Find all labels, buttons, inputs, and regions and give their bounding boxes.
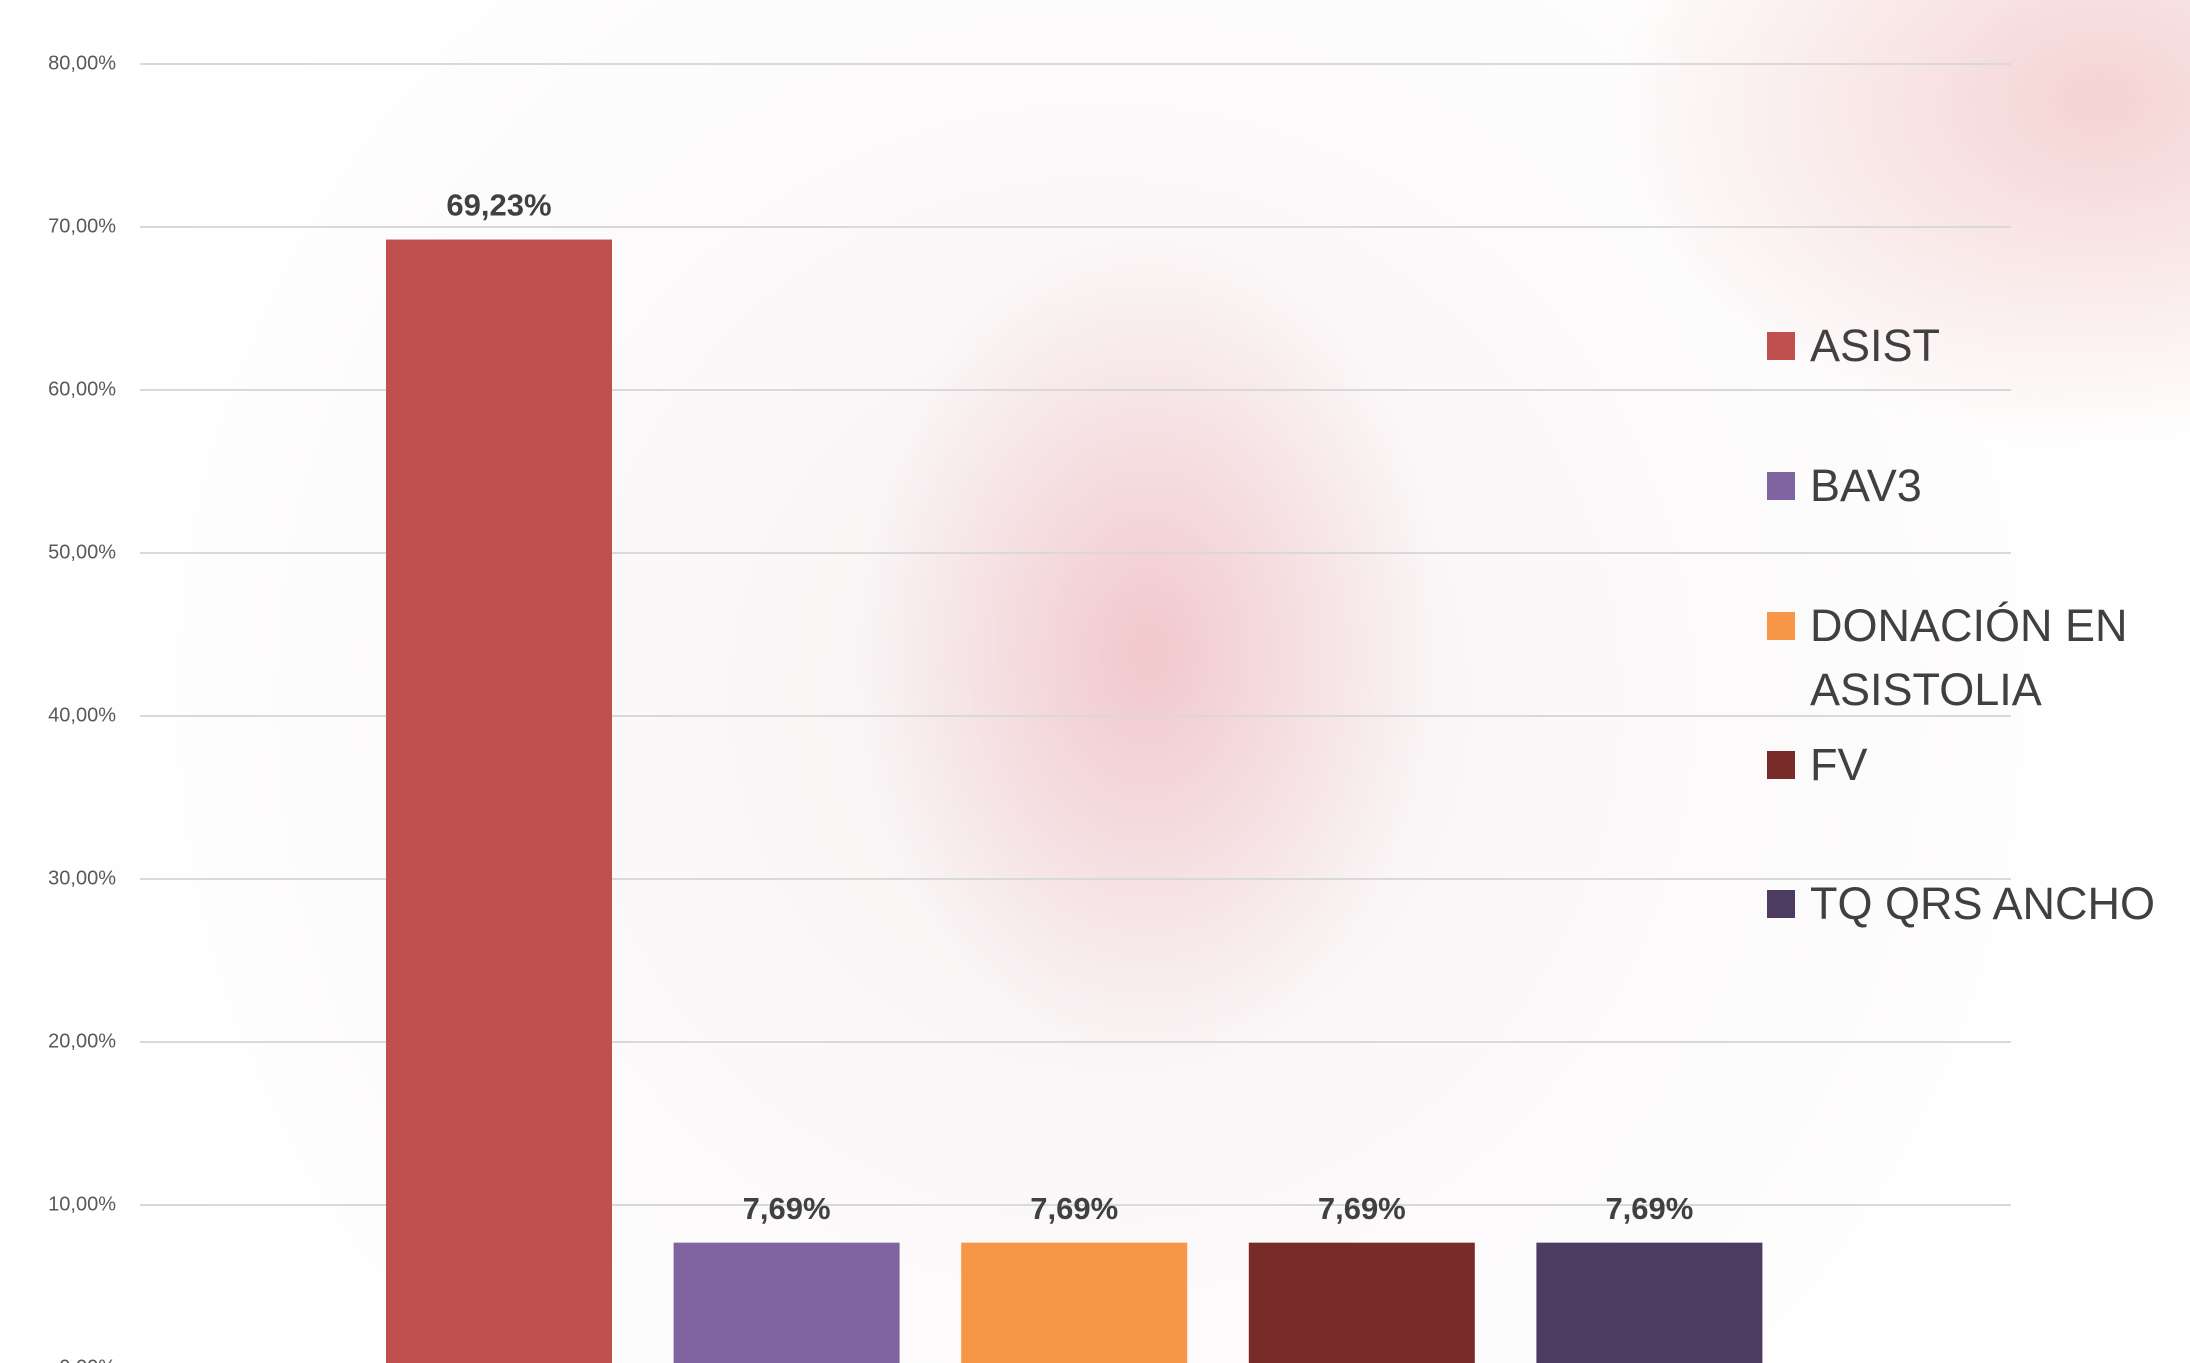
legend-swatch [1767, 751, 1795, 779]
y-tick-label: 50,00% [48, 541, 116, 563]
value-label: 7,69% [743, 1191, 831, 1226]
legend-label: TQ QRS ANCHO [1810, 878, 2156, 929]
legend-label: DONACIÓN EN ASISTOLIA [1810, 600, 2128, 715]
bar [1536, 1242, 1763, 1363]
legend-swatch [1767, 332, 1795, 360]
value-label: 7,69% [1318, 1191, 1406, 1226]
y-tick-label: 70,00% [48, 215, 116, 237]
y-tick-label: 60,00% [48, 378, 116, 400]
legend-swatch [1767, 890, 1795, 918]
legend-item: FV [1767, 733, 2167, 797]
legend-item: ASIST [1767, 314, 2167, 378]
legend-label: BAV3 [1810, 460, 1922, 511]
bar [1248, 1242, 1475, 1363]
bar [673, 1242, 900, 1363]
y-tick-label: 0,00% [59, 1356, 116, 1363]
legend-swatch [1767, 472, 1795, 500]
y-tick-label: 80,00% [48, 52, 116, 74]
value-label: 69,23% [446, 188, 551, 223]
y-tick-label: 10,00% [48, 1193, 116, 1215]
bar [386, 239, 612, 1363]
legend-label: FV [1810, 739, 1868, 790]
legend-label: ASIST [1810, 320, 1941, 371]
legend-item: BAV3 [1767, 454, 2167, 518]
bar [961, 1242, 1188, 1363]
legend-swatch [1767, 612, 1795, 640]
legend-item: TQ QRS ANCHO [1767, 872, 2167, 936]
y-tick-label: 20,00% [48, 1030, 116, 1052]
legend-item: DONACIÓN EN ASISTOLIA [1767, 594, 2167, 722]
y-tick-label: 30,00% [48, 867, 116, 889]
y-tick-label: 40,00% [48, 704, 116, 726]
value-label: 7,69% [1605, 1191, 1693, 1226]
value-label: 7,69% [1030, 1191, 1118, 1226]
